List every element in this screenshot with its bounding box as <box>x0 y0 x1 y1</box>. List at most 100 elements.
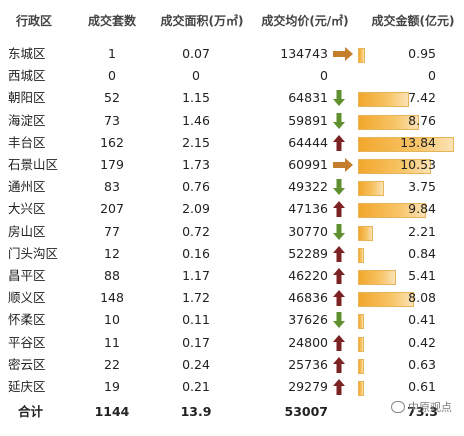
price-cell: 37626 <box>288 312 328 328</box>
wechat-icon <box>391 401 405 413</box>
price-cell: 64831 <box>288 90 328 106</box>
amount-cell: 0.42 <box>358 334 454 352</box>
price-cell: 52289 <box>288 245 328 261</box>
count-cell: 11 <box>104 334 120 350</box>
area-cell: 2.15 <box>182 134 210 150</box>
area-cell: 0.17 <box>182 334 210 350</box>
amount-value: 0.42 <box>408 334 436 350</box>
table-row: 石景山区 179 1.73 60991 10.53 <box>0 154 464 176</box>
total-price: 53007 <box>284 404 329 419</box>
amount-cell: 0.95 <box>358 45 454 63</box>
area-cell: 1.73 <box>182 157 210 172</box>
district-cell: 朝阳区 <box>8 90 46 106</box>
price-cell: 29279 <box>288 379 328 394</box>
area-cell: 0.76 <box>182 179 210 195</box>
area-cell: 1.15 <box>182 90 210 106</box>
count-cell: 73 <box>104 112 120 128</box>
table-row: 大兴区 207 2.09 47136 9.84 <box>0 198 464 220</box>
count-cell: 148 <box>100 290 124 306</box>
amount-value: 0.61 <box>408 379 436 394</box>
amount-bar <box>358 225 374 241</box>
table-row: 顺义区 148 1.72 46836 8.08 <box>0 287 464 309</box>
trend-up-arrow-icon <box>332 267 354 285</box>
price-cell: 49322 <box>288 179 328 195</box>
amount-bar <box>358 247 364 263</box>
price-cell: 59891 <box>288 112 328 128</box>
table-row: 通州区 83 0.76 49322 3.75 <box>0 176 464 198</box>
area-cell: 1.72 <box>182 290 210 306</box>
amount-value: 0.95 <box>408 46 436 61</box>
area-cell: 0 <box>192 68 200 84</box>
district-cell: 丰台区 <box>8 134 46 150</box>
trend-up-arrow-icon <box>332 356 354 374</box>
area-cell: 0.07 <box>182 46 210 61</box>
trend-up-arrow-icon <box>332 289 354 307</box>
amount-bar <box>358 336 364 352</box>
table-row: 延庆区 19 0.21 29279 0.61 <box>0 376 464 398</box>
count-cell: 88 <box>104 268 120 283</box>
total-area: 13.9 <box>180 404 212 419</box>
district-cell: 通州区 <box>8 179 46 195</box>
amount-bar <box>358 136 454 152</box>
total-count: 1144 <box>94 404 130 419</box>
amount-bar <box>358 381 364 396</box>
price-cell: 25736 <box>288 356 328 372</box>
area-cell: 1.46 <box>182 112 210 128</box>
trend-up-arrow-icon <box>332 334 354 352</box>
amount-cell: 5.41 <box>358 267 454 285</box>
count-cell: 0 <box>108 68 116 84</box>
district-cell: 平谷区 <box>8 334 46 350</box>
price-cell: 30770 <box>288 223 328 239</box>
count-cell: 83 <box>104 179 120 195</box>
table-row: 密云区 22 0.24 25736 0.63 <box>0 354 464 376</box>
district-cell: 海淀区 <box>8 112 46 128</box>
trend-down-arrow-icon <box>332 311 354 329</box>
district-cell: 怀柔区 <box>8 312 46 328</box>
watermark-text: 中原观点 <box>408 401 452 414</box>
count-cell: 19 <box>104 379 120 394</box>
amount-value: 9.84 <box>408 201 436 217</box>
price-cell: 46836 <box>288 290 328 306</box>
amount-cell: 7.42 <box>358 89 454 108</box>
district-cell: 延庆区 <box>8 379 46 394</box>
trend-up-arrow-icon <box>332 200 354 218</box>
amount-cell: 8.76 <box>358 112 454 130</box>
table-row: 昌平区 88 1.17 46220 5.41 <box>0 265 464 287</box>
district-cell: 顺义区 <box>8 290 46 306</box>
district-cell: 密云区 <box>8 356 46 372</box>
district-cell: 东城区 <box>8 46 46 61</box>
price-cell: 46220 <box>288 268 328 283</box>
count-cell: 1 <box>108 46 116 61</box>
amount-bar <box>358 114 419 130</box>
price-cell: 47136 <box>288 201 328 217</box>
total-amount: 73.3 <box>407 404 438 419</box>
amount-value: 0.84 <box>408 245 436 261</box>
amount-cell: 2.21 <box>358 223 454 241</box>
area-cell: 2.09 <box>182 201 210 217</box>
trend-down-arrow-icon <box>332 89 354 107</box>
amount-value: 7.42 <box>408 90 436 106</box>
area-cell: 0.72 <box>182 223 210 239</box>
header-price: 成交均价(元/㎡) <box>261 14 349 28</box>
district-cell: 西城区 <box>8 68 46 84</box>
header-count: 成交套数 <box>87 14 136 28</box>
district-cell: 房山区 <box>8 223 46 239</box>
amount-cell: 0.63 <box>358 356 454 374</box>
amount-value: 0 <box>428 68 436 84</box>
table-row: 房山区 77 0.72 30770 2.21 <box>0 221 464 243</box>
header-area: 成交面积(万㎡) <box>160 14 244 28</box>
table-row: 平谷区 11 0.17 24800 0.42 <box>0 332 464 354</box>
price-cell: 0 <box>320 68 328 84</box>
header-amount: 成交金额(亿元) <box>371 14 455 28</box>
amount-value: 0.41 <box>408 312 436 328</box>
table-row: 东城区 1 0.07 134743 0.95 <box>0 43 464 65</box>
trend-up-arrow-icon <box>332 378 354 396</box>
amount-bar <box>358 92 410 108</box>
trend-down-arrow-icon <box>332 223 354 241</box>
table-header: 行政区 成交套数 成交面积(万㎡) 成交均价(元/㎡) 成交金额(亿元) <box>0 0 464 38</box>
table-row: 门头沟区 12 0.16 52289 0.84 <box>0 243 464 265</box>
amount-value: 10.53 <box>400 157 436 172</box>
total-label: 合计 <box>18 404 44 419</box>
amount-bar <box>358 159 432 174</box>
amount-cell: 3.75 <box>358 178 454 197</box>
